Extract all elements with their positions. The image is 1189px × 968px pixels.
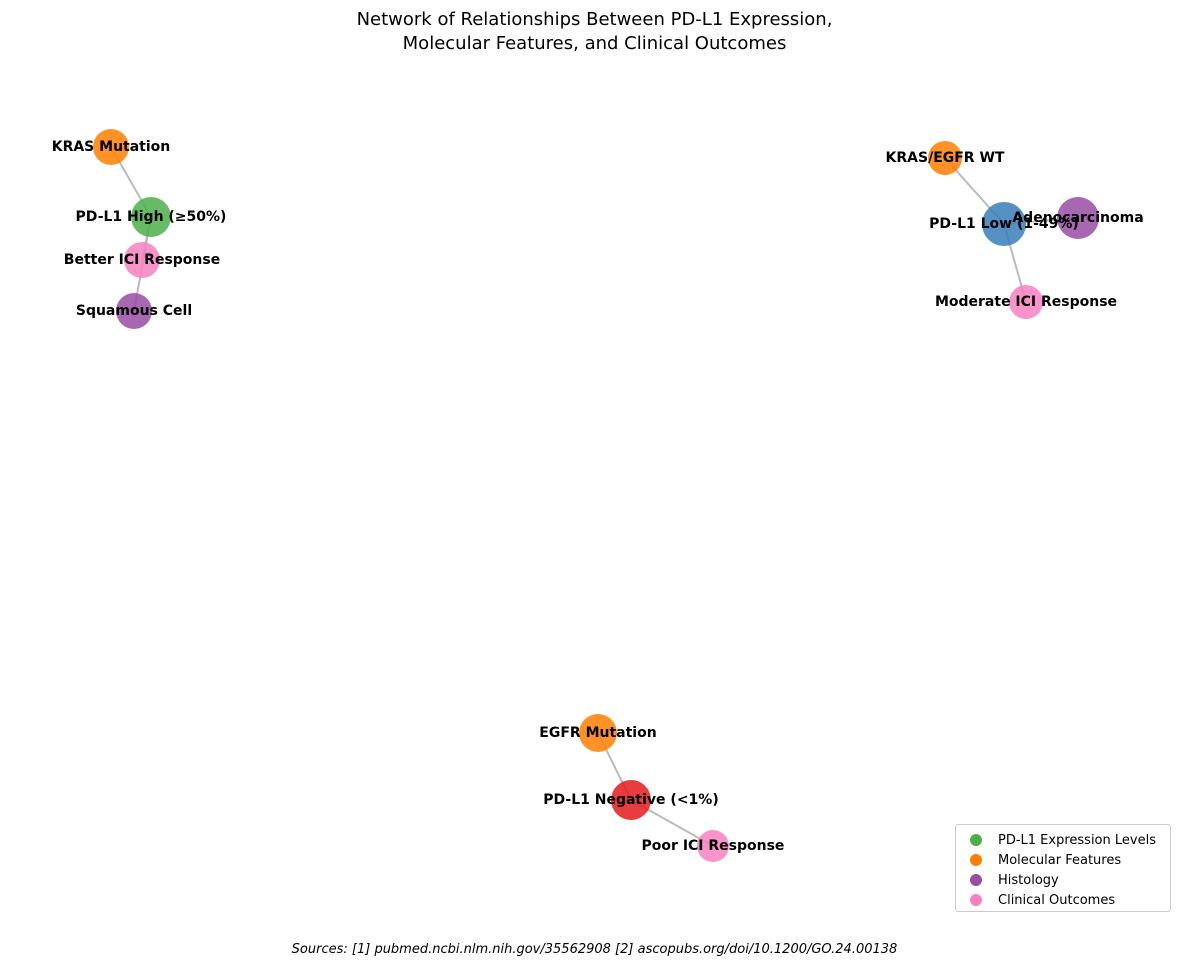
- legend-item: PD-L1 Expression Levels: [964, 830, 1162, 850]
- legend-item: Histology: [964, 870, 1162, 890]
- node-moderate_ici: [1009, 285, 1043, 319]
- node-label-pdl1_neg: PD-L1 Negative (<1%): [543, 792, 718, 808]
- nodes-layer: [93, 129, 1099, 862]
- chart-title: Network of Relationships Between PD-L1 E…: [0, 8, 1189, 56]
- sources-footnote: Sources: [1] pubmed.ncbi.nlm.nih.gov/355…: [291, 942, 898, 957]
- legend-marker-icon: [970, 834, 982, 846]
- node-pdl1_low: [982, 202, 1026, 246]
- legend-marker-icon: [970, 874, 982, 886]
- node-label-poor_ici: Poor ICI Response: [642, 838, 785, 854]
- node-adeno: [1057, 197, 1099, 239]
- labels-layer: KRAS Mutation PD-L1 High (≥50%) Better ICI…: [52, 139, 1144, 854]
- node-label-pdl1_high: PD-L1 High (≥50%): [76, 209, 227, 225]
- node-label-kras_egfr_wt: KRAS/EGFR WT: [886, 150, 1005, 166]
- node-kras_egfr_wt: [928, 141, 962, 175]
- node-poor_ici: [697, 830, 729, 862]
- node-label-better_ici: Better ICI Response: [64, 252, 220, 268]
- node-label-egfr_mut: EGFR Mutation: [539, 725, 656, 741]
- node-pdl1_high: [131, 197, 171, 237]
- legend-item: Molecular Features: [964, 850, 1162, 870]
- legend-label: PD-L1 Expression Levels: [998, 832, 1156, 848]
- chart-title-line-1: Network of Relationships Between PD-L1 E…: [356, 9, 833, 30]
- node-label-squamous: Squamous Cell: [76, 303, 192, 319]
- legend-label: Clinical Outcomes: [998, 892, 1116, 908]
- legend-label: Histology: [998, 872, 1059, 888]
- node-squamous: [116, 293, 152, 329]
- node-label-pdl1_low: PD-L1 Low (1-49%): [929, 216, 1079, 232]
- node-label-adeno: Adenocarcinoma: [1012, 210, 1143, 226]
- legend-marker-icon: [970, 854, 982, 866]
- legend-marker-icon: [970, 894, 982, 906]
- node-pdl1_neg: [611, 780, 651, 820]
- legend-label: Molecular Features: [998, 852, 1122, 868]
- node-better_ici: [124, 242, 160, 278]
- legend-item: Clinical Outcomes: [964, 890, 1162, 910]
- node-label-moderate_ici: Moderate ICI Response: [935, 294, 1117, 310]
- node-label-kras_mut: KRAS Mutation: [52, 139, 171, 155]
- node-kras_mut: [93, 129, 129, 165]
- chart-title-line-2: Molecular Features, and Clinical Outcome…: [402, 33, 787, 54]
- legend: PD-L1 Expression Levels Molecular Feature…: [955, 824, 1171, 912]
- node-egfr_mut: [579, 714, 617, 752]
